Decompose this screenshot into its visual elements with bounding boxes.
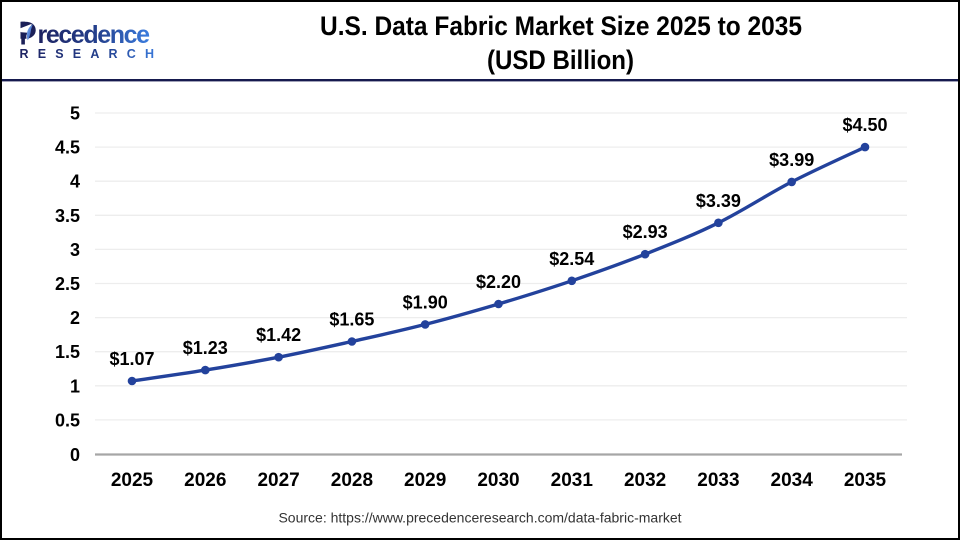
svg-text:$3.39: $3.39 — [696, 191, 741, 211]
svg-text:2027: 2027 — [257, 470, 299, 491]
svg-text:$4.50: $4.50 — [842, 115, 887, 135]
svg-text:$1.65: $1.65 — [329, 310, 374, 330]
svg-text:2028: 2028 — [331, 470, 373, 491]
svg-text:(USD Billion): (USD Billion) — [487, 45, 634, 75]
svg-text:2029: 2029 — [404, 470, 446, 491]
svg-text:$2.93: $2.93 — [623, 222, 668, 242]
svg-text:2033: 2033 — [697, 470, 739, 491]
svg-text:2035: 2035 — [844, 470, 887, 491]
svg-text:$1.07: $1.07 — [109, 349, 154, 369]
svg-text:2026: 2026 — [184, 470, 226, 491]
svg-text:U.S. Data Fabric Market Size 2: U.S. Data Fabric Market Size 2025 to 203… — [320, 11, 802, 41]
svg-text:2030: 2030 — [477, 470, 519, 491]
svg-text:4.5: 4.5 — [55, 138, 80, 158]
svg-text:$2.20: $2.20 — [476, 272, 521, 292]
svg-text:$1.90: $1.90 — [403, 292, 448, 312]
svg-text:$2.54: $2.54 — [549, 249, 594, 269]
svg-text:2: 2 — [70, 308, 80, 328]
svg-text:0: 0 — [70, 445, 80, 465]
svg-text:4: 4 — [70, 172, 80, 192]
svg-text:1: 1 — [70, 376, 80, 396]
svg-text:3: 3 — [70, 240, 80, 260]
svg-text:2031: 2031 — [551, 470, 594, 491]
svg-text:2.5: 2.5 — [55, 274, 80, 294]
svg-text:$1.23: $1.23 — [183, 338, 228, 358]
svg-text:$1.42: $1.42 — [256, 325, 301, 345]
svg-text:recedence: recedence — [38, 21, 151, 49]
svg-text:$3.99: $3.99 — [769, 150, 814, 170]
svg-text:1.5: 1.5 — [55, 342, 80, 362]
svg-text:0.5: 0.5 — [55, 410, 80, 430]
svg-text:2032: 2032 — [624, 470, 666, 491]
svg-text:2034: 2034 — [771, 470, 814, 491]
svg-text:2025: 2025 — [111, 470, 154, 491]
svg-text:5: 5 — [70, 104, 80, 124]
svg-text:RESEARCH: RESEARCH — [20, 47, 162, 61]
svg-text:3.5: 3.5 — [55, 206, 80, 226]
svg-text:Source: https://www.precedence: Source: https://www.precedenceresearch.c… — [278, 510, 681, 526]
